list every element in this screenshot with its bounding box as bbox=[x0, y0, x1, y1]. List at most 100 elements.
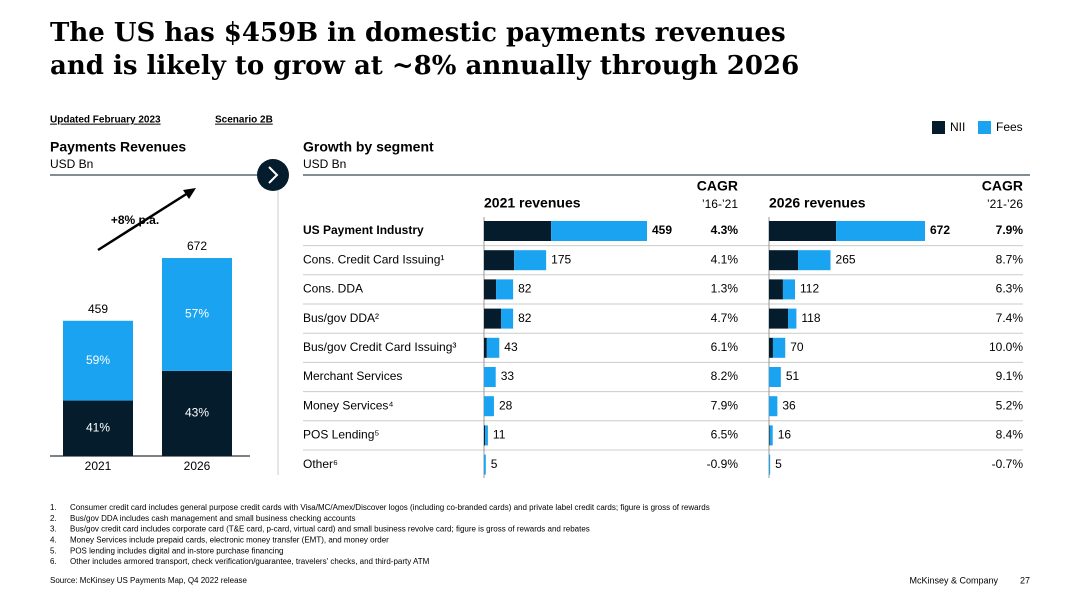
bar-segment bbox=[162, 258, 232, 371]
tag: Updated February 2023 bbox=[50, 115, 161, 126]
footnote-number: 3. bbox=[50, 525, 57, 534]
cagr-header: CAGR bbox=[982, 178, 1023, 194]
legend-swatch bbox=[978, 121, 991, 134]
footnote-number: 1. bbox=[50, 503, 57, 512]
bar-segment bbox=[769, 221, 837, 241]
bar-segment bbox=[484, 221, 552, 241]
total-label: 459 bbox=[88, 302, 108, 316]
segment-label: 57% bbox=[185, 307, 209, 321]
bar-segment bbox=[551, 221, 647, 241]
total-label: 112 bbox=[800, 282, 819, 296]
total-label: 459 bbox=[652, 223, 672, 237]
footnote-text: POS lending includes digital and in-stor… bbox=[70, 546, 283, 555]
cagr-value: 6.3% bbox=[996, 282, 1024, 296]
total-label: 28 bbox=[499, 398, 513, 412]
bar-segment bbox=[769, 250, 799, 271]
x-tick-label: 2021 bbox=[85, 459, 112, 473]
cagr-value: -0.7% bbox=[992, 457, 1024, 471]
bar-segment bbox=[484, 337, 487, 358]
total-label: 43 bbox=[504, 340, 518, 354]
bar-segment bbox=[501, 308, 514, 329]
bar-segment bbox=[485, 425, 488, 446]
bar-segment bbox=[63, 320, 133, 401]
cagr-value: 8.2% bbox=[711, 369, 739, 383]
bar-segment bbox=[484, 454, 486, 475]
bar-segment bbox=[772, 337, 786, 358]
bar-segment bbox=[484, 250, 515, 271]
bar-segment bbox=[769, 308, 789, 329]
bar-segment bbox=[496, 279, 514, 300]
cagr-value: 8.4% bbox=[996, 428, 1024, 442]
cagr-value: 8.7% bbox=[996, 252, 1024, 266]
cagr-value: 7.4% bbox=[996, 311, 1024, 325]
growth-arrow bbox=[97, 191, 189, 252]
cagr-period: ’16-’21 bbox=[702, 197, 738, 211]
panel-title: Growth by segment bbox=[303, 139, 434, 155]
cagr-period: ’21-’26 bbox=[987, 197, 1023, 211]
bar-segment bbox=[769, 279, 783, 300]
bar-segment bbox=[769, 425, 773, 446]
footnote-text: Other includes armored transport, check … bbox=[70, 557, 430, 566]
total-label: 5 bbox=[775, 457, 782, 471]
cagr-value: 9.1% bbox=[996, 369, 1024, 383]
bar-segment bbox=[769, 425, 770, 446]
total-label: 118 bbox=[801, 311, 820, 325]
cagr-value: -0.9% bbox=[707, 457, 739, 471]
cagr-value: 6.5% bbox=[711, 428, 739, 442]
cagr-value: 4.1% bbox=[711, 252, 739, 266]
cagr-header: CAGR bbox=[697, 178, 738, 194]
legend-label: Fees bbox=[996, 120, 1023, 134]
total-label: 672 bbox=[187, 239, 207, 253]
cagr-value: 7.9% bbox=[711, 398, 739, 412]
total-label: 265 bbox=[836, 252, 856, 266]
row-label: Merchant Services bbox=[303, 369, 402, 383]
footnote-number: 6. bbox=[50, 557, 57, 566]
cagr-value: 6.1% bbox=[711, 340, 739, 354]
legend-label: NII bbox=[950, 120, 965, 134]
cagr-value: 4.7% bbox=[711, 311, 739, 325]
page-number: 27 bbox=[1020, 575, 1030, 585]
bar-segment bbox=[788, 308, 797, 329]
row-label: Cons. Credit Card Issuing¹ bbox=[303, 252, 444, 266]
panel-title: Payments Revenues bbox=[50, 139, 186, 155]
footnote-text: Money Services include prepaid cards, el… bbox=[70, 536, 389, 545]
total-label: 36 bbox=[782, 398, 796, 412]
segment-label: 41% bbox=[86, 420, 110, 434]
cagr-value: 10.0% bbox=[989, 340, 1023, 354]
row-label: POS Lending⁵ bbox=[303, 428, 379, 442]
footnote-number: 5. bbox=[50, 546, 57, 555]
total-label: 672 bbox=[930, 223, 950, 237]
total-label: 82 bbox=[518, 311, 532, 325]
total-label: 51 bbox=[786, 369, 800, 383]
bar-segment bbox=[63, 400, 133, 456]
brand: McKinsey & Company bbox=[909, 575, 998, 585]
segment-label: 43% bbox=[185, 406, 209, 420]
segment-label: 59% bbox=[86, 353, 110, 367]
total-label: 175 bbox=[551, 252, 571, 266]
row-label: US Payment Industry bbox=[303, 223, 424, 237]
footnote-number: 4. bbox=[50, 536, 57, 545]
arrow-button bbox=[257, 159, 289, 191]
panel-header: 2021 revenues bbox=[484, 195, 581, 211]
total-label: 16 bbox=[778, 428, 792, 442]
bar-segment bbox=[836, 221, 925, 241]
bar-segment bbox=[782, 279, 795, 300]
cagr-value: 7.9% bbox=[996, 223, 1024, 237]
row-label: Bus/gov DDA² bbox=[303, 311, 379, 325]
row-label: Other⁶ bbox=[303, 457, 338, 471]
bar-segment bbox=[484, 279, 497, 300]
bar-segment bbox=[484, 396, 494, 417]
cagr-value: 4.3% bbox=[711, 223, 739, 237]
total-label: 82 bbox=[518, 282, 532, 296]
row-label: Cons. DDA bbox=[303, 282, 363, 296]
legend-swatch bbox=[932, 121, 945, 134]
total-label: 70 bbox=[790, 340, 804, 354]
x-tick-label: 2026 bbox=[184, 459, 211, 473]
row-label: Bus/gov Credit Card Issuing³ bbox=[303, 340, 456, 354]
bar-segment bbox=[769, 454, 771, 475]
row-label: Money Services⁴ bbox=[303, 398, 394, 412]
total-label: 11 bbox=[493, 428, 506, 442]
annotation: +8% p.a. bbox=[111, 213, 159, 227]
panel-subtitle: USD Bn bbox=[303, 157, 346, 171]
